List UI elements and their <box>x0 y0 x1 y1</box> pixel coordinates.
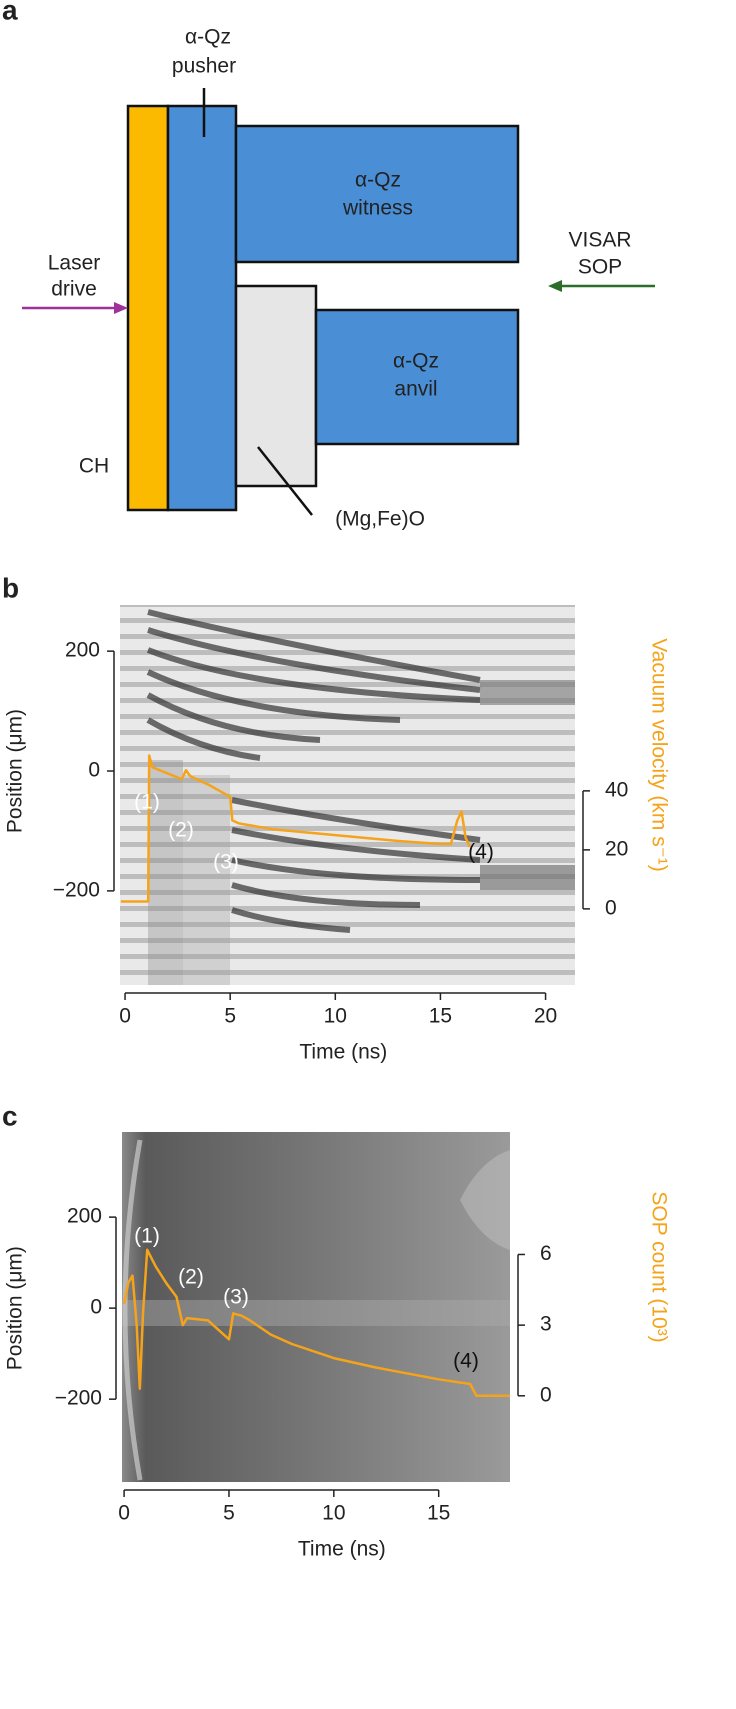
y-tick-label: 0 <box>88 759 100 782</box>
y-tick-label: 0 <box>90 1296 102 1319</box>
y-tick-label: 200 <box>67 1205 102 1228</box>
y2-tick-label: 3 <box>540 1313 552 1336</box>
x-axis-label: Time (ns) <box>298 1538 386 1561</box>
y-tick-label: −200 <box>53 878 100 901</box>
label: α-Qz <box>355 169 401 192</box>
pusher <box>166 104 238 512</box>
x-tick-label: 10 <box>324 1005 347 1028</box>
x-axis-label: Time (ns) <box>299 1041 387 1064</box>
y-tick-label: 200 <box>65 639 100 662</box>
y2-tick-label: 0 <box>540 1383 552 1406</box>
y2-tick-label: 40 <box>605 778 628 801</box>
annotation: (3) <box>223 1286 249 1309</box>
annotation: (1) <box>134 1225 160 1248</box>
label: α-Qz <box>393 350 439 373</box>
label: witness <box>342 197 413 220</box>
y-axis-label: Position (μm) <box>4 709 27 833</box>
annotation: (3) <box>213 851 239 874</box>
y2-axis-label: Vacuum velocity (km s⁻¹) <box>647 638 670 872</box>
leader <box>257 446 313 516</box>
y2-tick-label: 0 <box>605 896 617 919</box>
label: anvil <box>394 378 437 401</box>
label: α-Qz <box>185 26 231 49</box>
data-line <box>120 754 472 903</box>
annotation: (2) <box>178 1266 204 1289</box>
x-tick-label: 10 <box>322 1502 345 1525</box>
x-tick-label: 0 <box>119 1005 131 1028</box>
sample <box>234 284 318 488</box>
x-tick-label: 5 <box>224 1005 236 1028</box>
x-tick-label: 15 <box>427 1502 450 1525</box>
label: CH <box>79 455 109 478</box>
x-tick-label: 15 <box>429 1005 452 1028</box>
label: pusher <box>172 55 236 78</box>
diagram <box>22 88 655 516</box>
y2-tick-label: 20 <box>605 837 628 860</box>
x-tick-label: 20 <box>534 1005 557 1028</box>
anvil <box>314 308 520 446</box>
data-line <box>122 1248 510 1398</box>
x-tick-label: 0 <box>118 1502 130 1525</box>
panel-label: c <box>2 1100 18 1131</box>
label: VISAR <box>568 229 631 252</box>
annotation: (4) <box>453 1350 479 1373</box>
streak-image <box>120 605 575 985</box>
annotation: (1) <box>134 791 160 814</box>
label: drive <box>51 278 97 301</box>
label: SOP <box>578 256 622 279</box>
y2-axis-label: SOP count (10³) <box>647 1191 670 1342</box>
annotation: (2) <box>168 819 194 842</box>
annotation: (4) <box>468 841 494 864</box>
y-tick-label: −200 <box>55 1387 102 1410</box>
sop-image <box>122 1132 510 1482</box>
x-tick-label: 5 <box>223 1502 235 1525</box>
y2-tick-label: 6 <box>540 1242 552 1265</box>
ablator <box>126 104 170 512</box>
arrow-head <box>114 302 128 314</box>
panel-label: b <box>2 572 19 603</box>
arrow-head <box>548 280 562 292</box>
witness <box>234 124 520 264</box>
label: (Mg,Fe)O <box>335 508 425 531</box>
panel-label: a <box>2 0 18 25</box>
label: Laser <box>48 252 101 275</box>
y-axis-label: Position (μm) <box>4 1246 27 1370</box>
